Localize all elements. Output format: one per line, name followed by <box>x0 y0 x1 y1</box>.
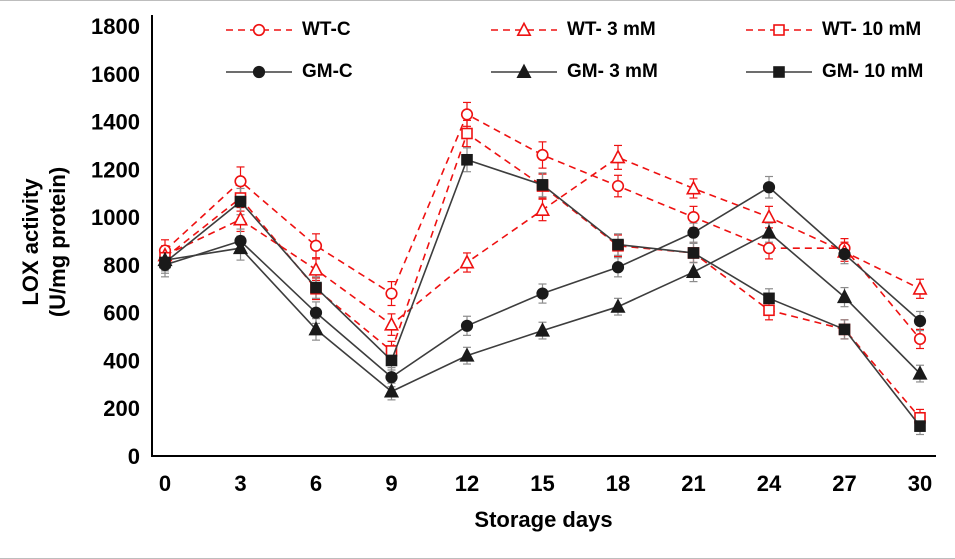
y-axis-title: LOX activity (U/mg protein) <box>17 92 75 392</box>
x-tick-label: 15 <box>530 471 554 496</box>
x-axis-title: Storage days <box>474 507 613 532</box>
wt-10-mm-marker-icon <box>746 24 812 36</box>
gm-c-marker-icon <box>226 65 292 79</box>
wt-3-mm-marker-icon <box>491 21 557 36</box>
axes <box>151 15 936 457</box>
x-tick-labels: 0 3 6 9 12 15 18 21 24 27 30 <box>159 471 932 496</box>
legend-item-gm-c: GM-C <box>224 61 353 83</box>
y-tick-label: 200 <box>103 396 140 421</box>
legend-item-gm-10-mm: GM- 10 mM <box>744 61 923 83</box>
y-tick-label: 600 <box>103 301 140 326</box>
series-line-gm-3-mm <box>164 231 921 393</box>
gm-10-mm-marker-icon <box>746 66 812 78</box>
y-tick-label: 800 <box>103 253 140 278</box>
y-axis-title-line1: LOX activity <box>18 178 43 306</box>
series-markers-gm-c <box>158 181 927 384</box>
y-tick-label: 1000 <box>91 205 140 230</box>
gm-3-mm-marker-icon <box>491 63 557 78</box>
y-tick-label: 1800 <box>91 14 140 39</box>
chart-legend: WT-C WT- 3 mM WT- 10 mM GM-C GM- 3 mM GM- 10 … <box>0 1 955 111</box>
series-markers-gm-3-mm <box>157 224 928 398</box>
legend-label: WT-C <box>302 19 351 40</box>
series-line-wt-c <box>164 113 921 340</box>
legend-item-wt-c: WT-C <box>224 19 351 41</box>
legend-item-gm-3-mm: GM- 3 mM <box>489 61 658 83</box>
legend-label: GM- 3 mM <box>567 61 658 82</box>
y-tick-label: 1400 <box>91 110 140 135</box>
x-tick-label: 24 <box>757 471 782 496</box>
wt-c-marker-icon <box>226 23 292 37</box>
x-tick-label: 3 <box>234 471 246 496</box>
y-tick-label: 400 <box>103 348 140 373</box>
x-tick-label: 0 <box>159 471 171 496</box>
x-tick-label: 21 <box>681 471 705 496</box>
x-tick-label: 27 <box>832 471 856 496</box>
x-tick-label: 30 <box>908 471 932 496</box>
y-tick-label: 0 <box>128 444 140 469</box>
y-axis-title-line2: (U/mg protein) <box>45 166 70 318</box>
x-tick-label: 6 <box>310 471 322 496</box>
legend-label: GM-C <box>302 61 353 82</box>
legend-item-wt-3-mm: WT- 3 mM <box>489 19 656 41</box>
legend-label: GM- 10 mM <box>822 61 924 82</box>
errorbars-wt-c <box>161 101 924 350</box>
legend-label: WT- 10 mM <box>822 19 922 40</box>
legend-label: WT- 3 mM <box>567 19 656 40</box>
series-markers-gm-10-mm <box>159 153 926 432</box>
x-tick-label: 18 <box>606 471 630 496</box>
y-tick-label: 1200 <box>91 157 140 182</box>
y-tick-labels: 0 200 400 600 800 1000 1200 1400 1600 1800 <box>91 14 140 469</box>
x-tick-label: 12 <box>455 471 479 496</box>
x-tick-label: 9 <box>385 471 397 496</box>
legend-item-wt-10-mm: WT- 10 mM <box>744 19 921 41</box>
errorbars-gm-3-mm <box>161 222 924 401</box>
y-tick-label: 1600 <box>91 62 140 87</box>
